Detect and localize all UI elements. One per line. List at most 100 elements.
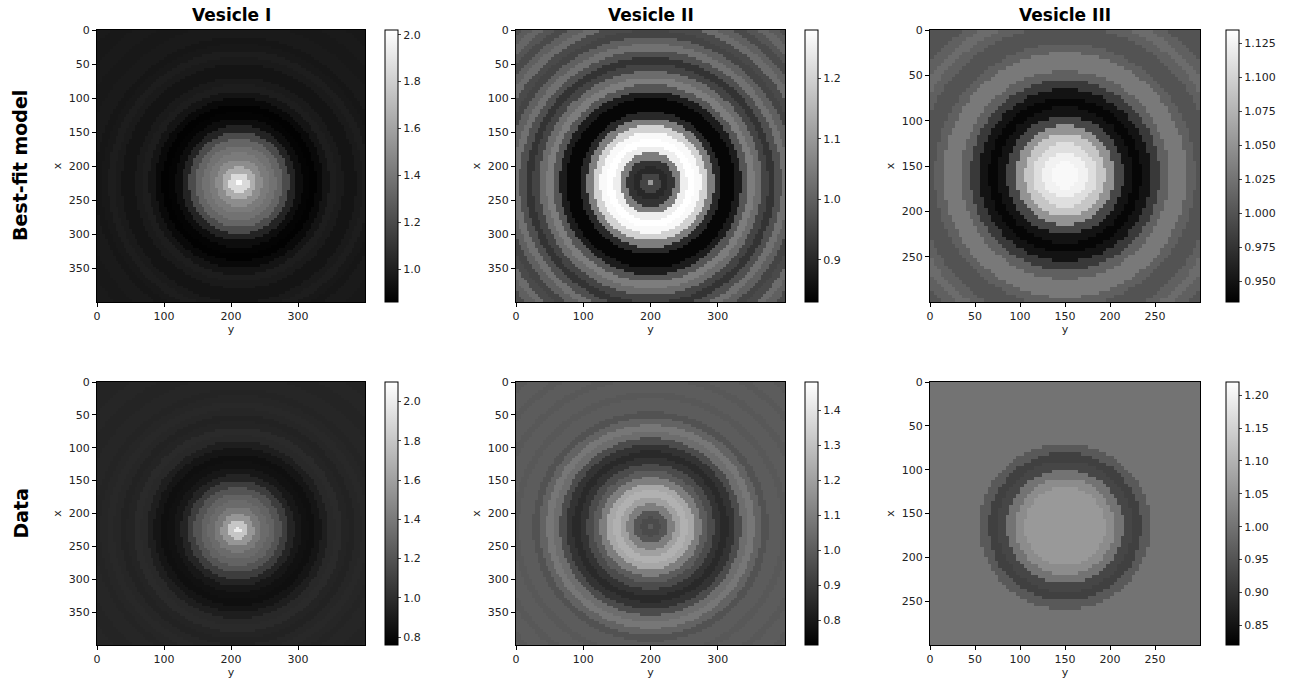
svg-text:150: 150: [1055, 310, 1076, 323]
svg-text:0: 0: [927, 310, 934, 323]
svg-text:300: 300: [69, 228, 90, 241]
svg-text:0: 0: [83, 24, 90, 37]
svg-text:1.1: 1.1: [823, 509, 841, 522]
svg-text:0.975: 0.975: [1244, 241, 1276, 254]
svg-text:0.8: 0.8: [403, 631, 421, 644]
svg-text:50: 50: [76, 58, 90, 71]
svg-text:Vesicle I: Vesicle I: [192, 5, 271, 25]
svg-text:y: y: [1062, 666, 1069, 679]
svg-text:0.95: 0.95: [1244, 553, 1269, 566]
svg-text:250: 250: [488, 194, 509, 207]
svg-text:0: 0: [94, 653, 101, 666]
svg-text:2.0: 2.0: [403, 29, 421, 42]
svg-text:0.9: 0.9: [823, 254, 841, 267]
svg-text:y: y: [228, 666, 235, 679]
svg-text:200: 200: [488, 160, 509, 173]
svg-text:1.075: 1.075: [1244, 105, 1276, 118]
svg-text:1.2: 1.2: [403, 216, 421, 229]
svg-text:100: 100: [1010, 653, 1031, 666]
svg-text:0: 0: [916, 376, 923, 389]
svg-text:1.100: 1.100: [1244, 71, 1276, 84]
svg-text:1.2: 1.2: [403, 552, 421, 565]
svg-text:2.0: 2.0: [403, 395, 421, 408]
svg-text:350: 350: [488, 262, 509, 275]
svg-text:1.05: 1.05: [1244, 488, 1269, 501]
svg-text:Data: Data: [10, 488, 32, 539]
svg-text:0.950: 0.950: [1244, 275, 1276, 288]
svg-text:1.0: 1.0: [823, 544, 841, 557]
svg-text:1.125: 1.125: [1244, 37, 1276, 50]
svg-text:1.000: 1.000: [1244, 207, 1276, 220]
svg-text:150: 150: [69, 126, 90, 139]
svg-text:250: 250: [902, 595, 923, 608]
svg-text:1.4: 1.4: [403, 513, 421, 526]
svg-text:200: 200: [640, 653, 661, 666]
svg-text:200: 200: [69, 160, 90, 173]
svg-text:250: 250: [488, 540, 509, 553]
svg-text:1.0: 1.0: [403, 263, 421, 276]
svg-text:300: 300: [707, 653, 728, 666]
svg-text:1.050: 1.050: [1244, 139, 1276, 152]
svg-text:300: 300: [69, 573, 90, 586]
svg-text:150: 150: [902, 160, 923, 173]
svg-text:1.4: 1.4: [403, 169, 421, 182]
svg-text:1.0: 1.0: [823, 193, 841, 206]
svg-text:1.10: 1.10: [1244, 455, 1269, 468]
svg-text:1.2: 1.2: [823, 72, 841, 85]
svg-text:0.90: 0.90: [1244, 586, 1269, 599]
svg-text:50: 50: [495, 409, 509, 422]
svg-text:0: 0: [83, 376, 90, 389]
svg-text:1.4: 1.4: [823, 404, 841, 417]
svg-text:0: 0: [513, 653, 520, 666]
svg-text:0: 0: [94, 310, 101, 323]
svg-text:200: 200: [640, 310, 661, 323]
svg-text:250: 250: [69, 540, 90, 553]
svg-text:x: x: [884, 510, 897, 517]
svg-text:150: 150: [488, 126, 509, 139]
svg-text:350: 350: [69, 262, 90, 275]
svg-text:1.6: 1.6: [403, 474, 421, 487]
svg-text:200: 200: [221, 653, 242, 666]
svg-text:100: 100: [488, 442, 509, 455]
svg-text:Vesicle II: Vesicle II: [608, 5, 694, 25]
svg-text:Best-fit model: Best-fit model: [9, 90, 31, 241]
svg-text:1.20: 1.20: [1244, 389, 1269, 402]
svg-text:200: 200: [221, 310, 242, 323]
svg-text:150: 150: [1055, 653, 1076, 666]
svg-text:150: 150: [69, 474, 90, 487]
svg-text:150: 150: [488, 474, 509, 487]
svg-text:0.8: 0.8: [823, 614, 841, 627]
svg-text:100: 100: [1010, 310, 1031, 323]
svg-text:x: x: [470, 162, 483, 169]
svg-text:0.9: 0.9: [823, 579, 841, 592]
svg-text:50: 50: [909, 420, 923, 433]
svg-text:Vesicle III: Vesicle III: [1019, 5, 1111, 25]
svg-text:0: 0: [916, 24, 923, 37]
svg-text:100: 100: [488, 92, 509, 105]
svg-text:x: x: [470, 510, 483, 517]
svg-text:0: 0: [502, 376, 509, 389]
svg-text:1.3: 1.3: [823, 439, 841, 452]
svg-text:200: 200: [1100, 653, 1121, 666]
svg-text:200: 200: [488, 507, 509, 520]
svg-text:100: 100: [69, 92, 90, 105]
svg-text:50: 50: [968, 653, 982, 666]
svg-text:250: 250: [1145, 310, 1166, 323]
svg-text:100: 100: [573, 310, 594, 323]
svg-text:1.00: 1.00: [1244, 521, 1269, 534]
svg-text:50: 50: [76, 409, 90, 422]
svg-text:50: 50: [968, 310, 982, 323]
svg-text:1.0: 1.0: [403, 592, 421, 605]
svg-text:300: 300: [288, 653, 309, 666]
svg-text:300: 300: [488, 573, 509, 586]
svg-text:x: x: [884, 162, 897, 169]
svg-text:50: 50: [495, 58, 509, 71]
svg-text:y: y: [647, 666, 654, 679]
svg-text:100: 100: [154, 653, 175, 666]
svg-text:1.2: 1.2: [823, 474, 841, 487]
svg-text:0.85: 0.85: [1244, 619, 1269, 632]
svg-text:0: 0: [502, 24, 509, 37]
svg-text:x: x: [51, 510, 64, 517]
svg-text:1.1: 1.1: [823, 133, 841, 146]
svg-text:150: 150: [902, 507, 923, 520]
